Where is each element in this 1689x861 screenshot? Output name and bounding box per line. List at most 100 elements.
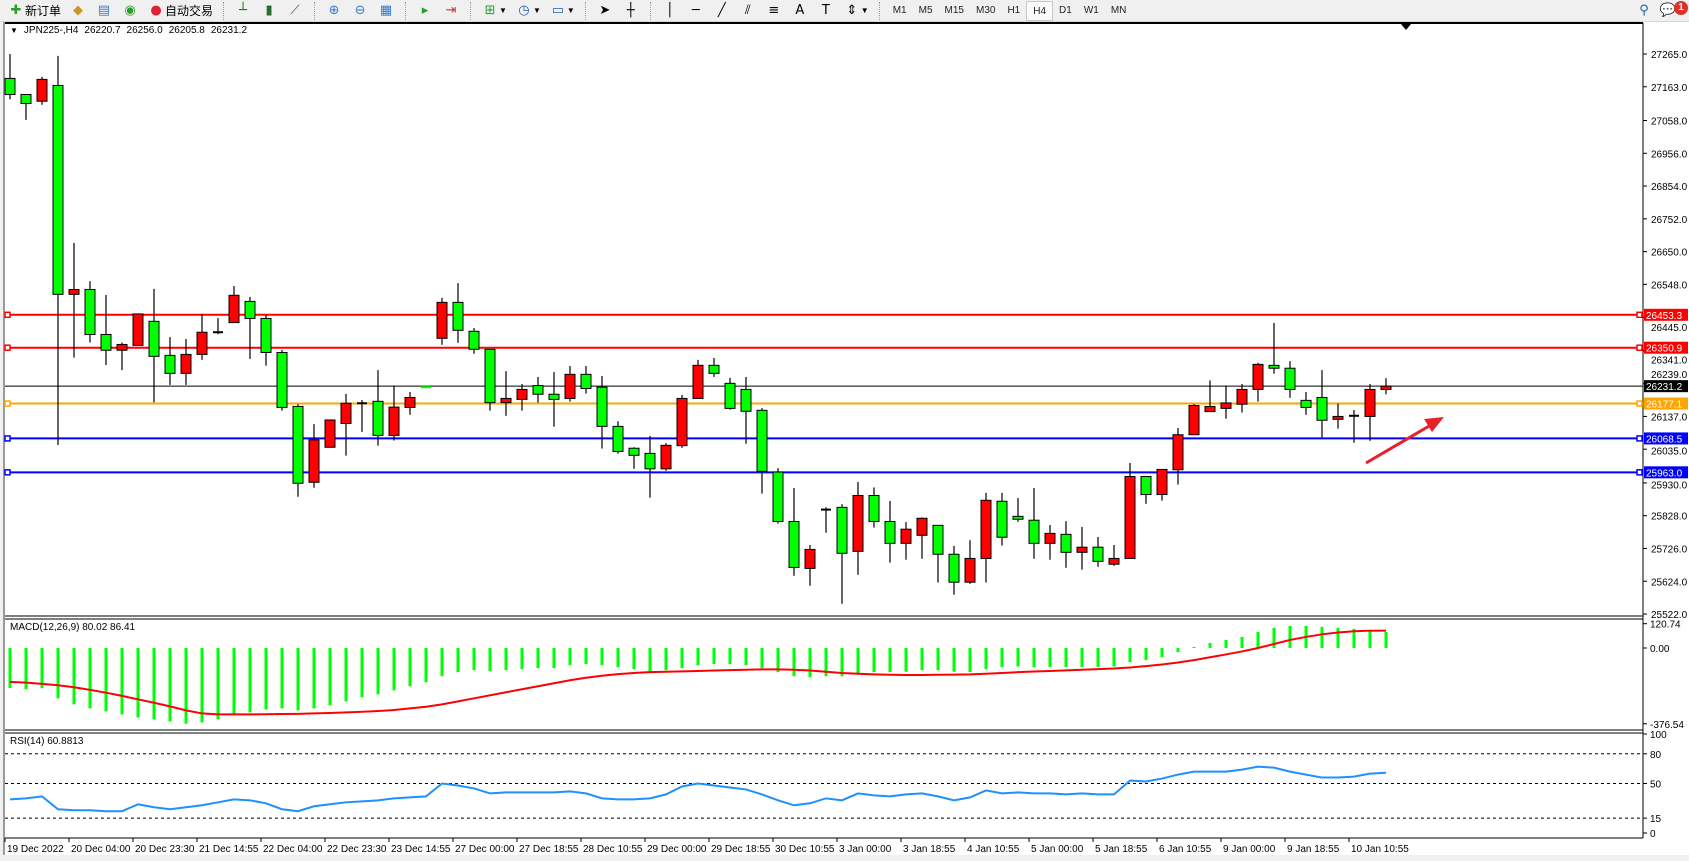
candle [484,348,496,411]
timeframe-mn[interactable]: MN [1110,4,1127,16]
candle-body [964,557,976,583]
macd-histogram-bar [1016,648,1020,667]
level-price-label-bg [1644,397,1688,410]
macd-histogram-bar [568,648,572,666]
candle [436,297,448,345]
periods-button[interactable]: ◷ ▼ [512,1,544,21]
candle [1349,410,1359,443]
auto-trading-button[interactable]: ● 自动交易 [144,1,216,21]
macd-histogram-bar [344,648,348,702]
toolbar-separator [470,1,473,20]
candle-body [660,444,672,470]
templates-button[interactable]: ▭ ▼ [546,1,578,21]
macd-histogram-bar [760,648,764,669]
zoom-out-button[interactable]: ⊖ [348,1,372,21]
cursor-button[interactable]: ➤ [593,1,617,21]
rsi-tick-label: 0 [1650,829,1656,840]
autoscroll-button[interactable]: ⇥ [439,1,463,21]
market-watch-button[interactable]: ◆ [66,1,90,21]
timeframe-h4[interactable]: H4 [1026,0,1054,21]
candle-body [1012,515,1024,520]
arrows-button[interactable]: ⇕ ▼ [840,1,872,21]
candle [1316,370,1328,438]
level-price-label: 26177.1 [1646,400,1683,411]
text-label-button[interactable]: T [814,1,838,21]
level-handle-left [4,435,11,442]
timeframe-m15[interactable]: M15 [944,4,964,16]
price-tick-label: 27163.0 [1651,83,1688,94]
candle-body [228,294,240,324]
candlestick-button[interactable]: ▮ [257,1,281,21]
time-tick-label: 20 Dec 23:30 [135,844,195,855]
macd-histogram-bar [1208,642,1212,648]
search-button[interactable]: ⚲ [1632,1,1656,21]
bar-chart-button[interactable]: ┴ [231,1,255,21]
new-order-icon: ✚ [10,2,22,18]
timeframe-m30[interactable]: M30 [975,4,996,16]
macd-histogram-bar [232,648,236,716]
macd-histogram-bar [616,648,620,668]
candle-body [644,452,656,470]
macd-histogram-bar [72,648,76,705]
timeframe-bar: M1 M5 M15 M30 H1 H4 D1 W1 MN [887,0,1133,21]
price-tick-label: 27058.0 [1651,117,1688,128]
symbol-menu-icon[interactable]: ▼ [10,26,18,35]
toolbar-separator [649,1,653,20]
macd-histogram-bar [1368,629,1372,648]
candle [372,370,384,446]
navigator-button[interactable]: ▤ [92,1,116,21]
timeframe-d1[interactable]: D1 [1059,4,1072,16]
candle [1220,385,1232,419]
level-price-label: 26453.3 [1646,311,1683,322]
crosshair-button[interactable]: ┼ [619,1,643,21]
time-tick-label: 22 Dec 04:00 [263,844,323,855]
candle [612,421,624,454]
candle-body [308,439,320,483]
candle-body [756,409,768,472]
zoom-in-icon: ⊕ [328,2,340,18]
macd-histogram-bar [1224,639,1228,648]
navigator-icon: ▤ [97,2,111,18]
candle [564,365,576,402]
new-chart-button[interactable]: ⊞ ▼ [478,1,510,21]
fibonacci-icon: ≡ [768,2,780,18]
trend-line-icon: ╱ [717,2,726,18]
time-tick-label: 29 Dec 18:55 [711,844,771,855]
candle-body [788,520,800,568]
timeframe-h1[interactable]: H1 [1007,4,1021,16]
level-price-label: 25963.0 [1646,468,1683,479]
text-button[interactable]: A [788,1,812,21]
horizontal-line-button[interactable]: ─ [684,1,708,21]
chart-shift-button[interactable]: ▸ [413,1,437,21]
timeframe-m1[interactable]: M1 [892,4,907,16]
new-order-label: 新订单 [25,4,62,18]
candle-body [164,354,176,374]
candle [1284,361,1296,398]
trend-line-button[interactable]: ╱ [710,1,734,21]
tile-windows-button[interactable]: ▦ [374,1,398,21]
candle [1188,403,1200,436]
messages-button[interactable]: 💬 [1656,1,1680,21]
candle [916,517,928,559]
timeframe-m5[interactable]: M5 [918,4,933,16]
new-order-button[interactable]: ✚ 新订单 [4,1,64,21]
macd-histogram-bar [648,648,652,672]
macd-histogram-bar [376,648,380,695]
toolbar-separator [405,1,408,20]
signals-button[interactable]: ◉ [118,1,142,21]
candle-body [148,320,160,357]
candle [772,468,784,524]
zoom-in-button[interactable]: ⊕ [322,1,346,21]
equidistant-channel-button[interactable]: ⫽ [736,1,760,21]
vertical-line-button[interactable]: │ [658,1,682,21]
equidistant-channel-icon: ⫽ [744,2,751,18]
candle-body [116,343,128,351]
line-chart-button[interactable]: ⟋ [283,1,307,21]
candle [788,488,800,576]
timeframe-w1[interactable]: W1 [1083,4,1099,16]
candle [1300,392,1312,415]
candle-body [772,471,784,522]
fibonacci-button[interactable]: ≡ [762,1,786,21]
candle [20,93,32,120]
